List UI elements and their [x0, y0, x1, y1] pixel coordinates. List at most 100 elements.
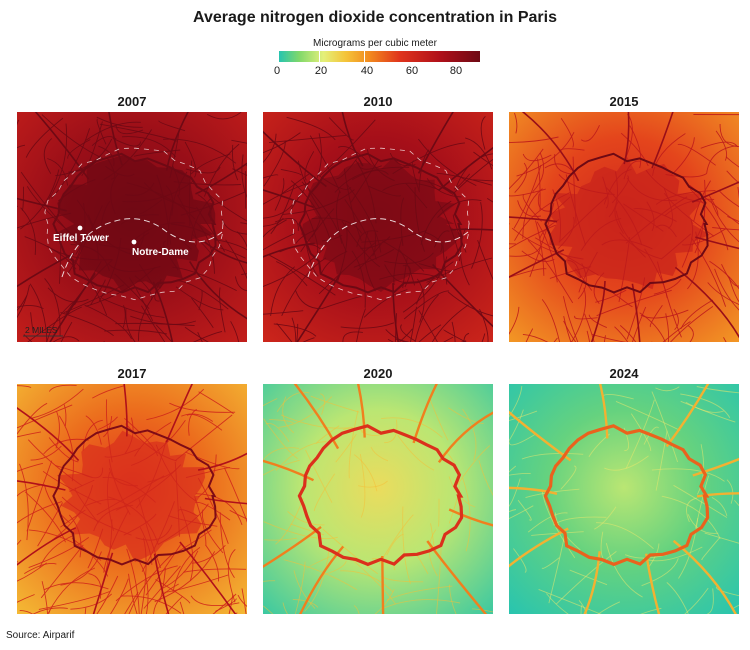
- minor-road: [666, 582, 689, 614]
- minor-road: [651, 468, 725, 482]
- minor-road: [685, 401, 724, 413]
- minor-road: [241, 154, 247, 199]
- minor-road: [509, 136, 559, 143]
- minor-road: [37, 502, 63, 547]
- map-2017: [17, 384, 247, 614]
- minor-road: [92, 385, 125, 399]
- seine-river: [307, 218, 469, 278]
- minor-road: [96, 475, 165, 516]
- chart-title: Average nitrogen dioxide concentration i…: [193, 9, 557, 26]
- minor-road: [311, 217, 362, 234]
- pollution-map-svg: [509, 384, 739, 614]
- minor-road: [387, 338, 394, 342]
- minor-road: [29, 283, 48, 342]
- minor-road: [473, 179, 493, 182]
- arterial-road: [437, 411, 493, 463]
- minor-road: [177, 509, 199, 517]
- minor-road: [60, 321, 73, 342]
- minor-road: [17, 295, 28, 311]
- minor-road: [696, 386, 739, 394]
- minor-road: [359, 453, 366, 518]
- minor-road: [230, 321, 239, 342]
- minor-road: [643, 426, 659, 445]
- minor-road: [17, 305, 44, 310]
- minor-road: [594, 506, 617, 530]
- minor-road: [509, 433, 536, 446]
- minor-road: [509, 306, 520, 335]
- minor-road: [84, 304, 132, 340]
- minor-road: [98, 145, 115, 166]
- minor-road: [115, 322, 195, 327]
- minor-road: [108, 496, 159, 545]
- ring-road: [297, 424, 464, 567]
- minor-road: [17, 144, 26, 149]
- minor-road: [23, 334, 33, 342]
- minor-road: [179, 506, 194, 582]
- minor-road: [263, 418, 298, 459]
- minor-road: [615, 400, 681, 431]
- minor-road: [121, 595, 182, 614]
- minor-road: [122, 305, 126, 328]
- minor-road: [403, 290, 449, 320]
- minor-road: [328, 117, 354, 141]
- arterial-road: [509, 216, 558, 223]
- minor-road: [55, 138, 113, 177]
- minor-road: [130, 419, 186, 466]
- minor-road: [481, 333, 486, 342]
- minor-road: [532, 152, 545, 193]
- minor-road: [384, 419, 398, 444]
- minor-road: [416, 261, 454, 305]
- pollution-map-svg: [17, 384, 247, 614]
- minor-road: [141, 501, 175, 573]
- minor-road: [569, 569, 608, 586]
- minor-road: [342, 331, 363, 342]
- minor-road: [572, 156, 577, 224]
- legend-tick-label: 20: [314, 65, 328, 77]
- minor-road: [714, 268, 739, 311]
- minor-road: [509, 409, 524, 442]
- minor-road: [701, 537, 720, 561]
- minor-road: [286, 116, 336, 141]
- minor-road: [48, 384, 77, 392]
- arterial-road: [165, 384, 193, 443]
- minor-road: [237, 594, 247, 607]
- legend-tick-label: 0: [273, 65, 281, 77]
- minor-road: [465, 137, 493, 170]
- minor-road: [719, 123, 739, 147]
- minor-road: [85, 415, 102, 445]
- minor-road: [280, 168, 302, 176]
- legend-color-bar: [279, 51, 480, 62]
- minor-road: [135, 524, 173, 541]
- minor-road: [414, 187, 425, 252]
- minor-road: [223, 467, 247, 523]
- ring-road: [543, 424, 710, 567]
- minor-road: [706, 145, 737, 174]
- minor-road: [486, 198, 493, 203]
- minor-road: [190, 153, 231, 175]
- minor-road: [516, 131, 575, 177]
- minor-road: [588, 314, 607, 329]
- minor-road: [509, 465, 517, 473]
- minor-road: [640, 309, 689, 319]
- minor-road: [192, 330, 223, 342]
- minor-road: [231, 139, 247, 144]
- minor-road: [268, 134, 346, 144]
- minor-road: [17, 483, 44, 497]
- panel-year-2017: 2017: [117, 366, 147, 381]
- minor-road: [60, 551, 102, 586]
- minor-road: [662, 321, 691, 342]
- minor-road: [670, 306, 714, 342]
- minor-road: [26, 460, 53, 532]
- minor-road: [334, 166, 410, 193]
- minor-road: [305, 554, 335, 570]
- minor-road: [682, 228, 727, 246]
- minor-road: [263, 459, 300, 476]
- ring-road: [544, 152, 709, 294]
- minor-road: [81, 121, 103, 177]
- minor-road: [157, 503, 209, 545]
- arterial-road: [695, 236, 739, 250]
- minor-road: [70, 593, 113, 610]
- minor-road: [681, 219, 694, 268]
- minor-road: [398, 328, 413, 342]
- minor-road: [181, 413, 214, 422]
